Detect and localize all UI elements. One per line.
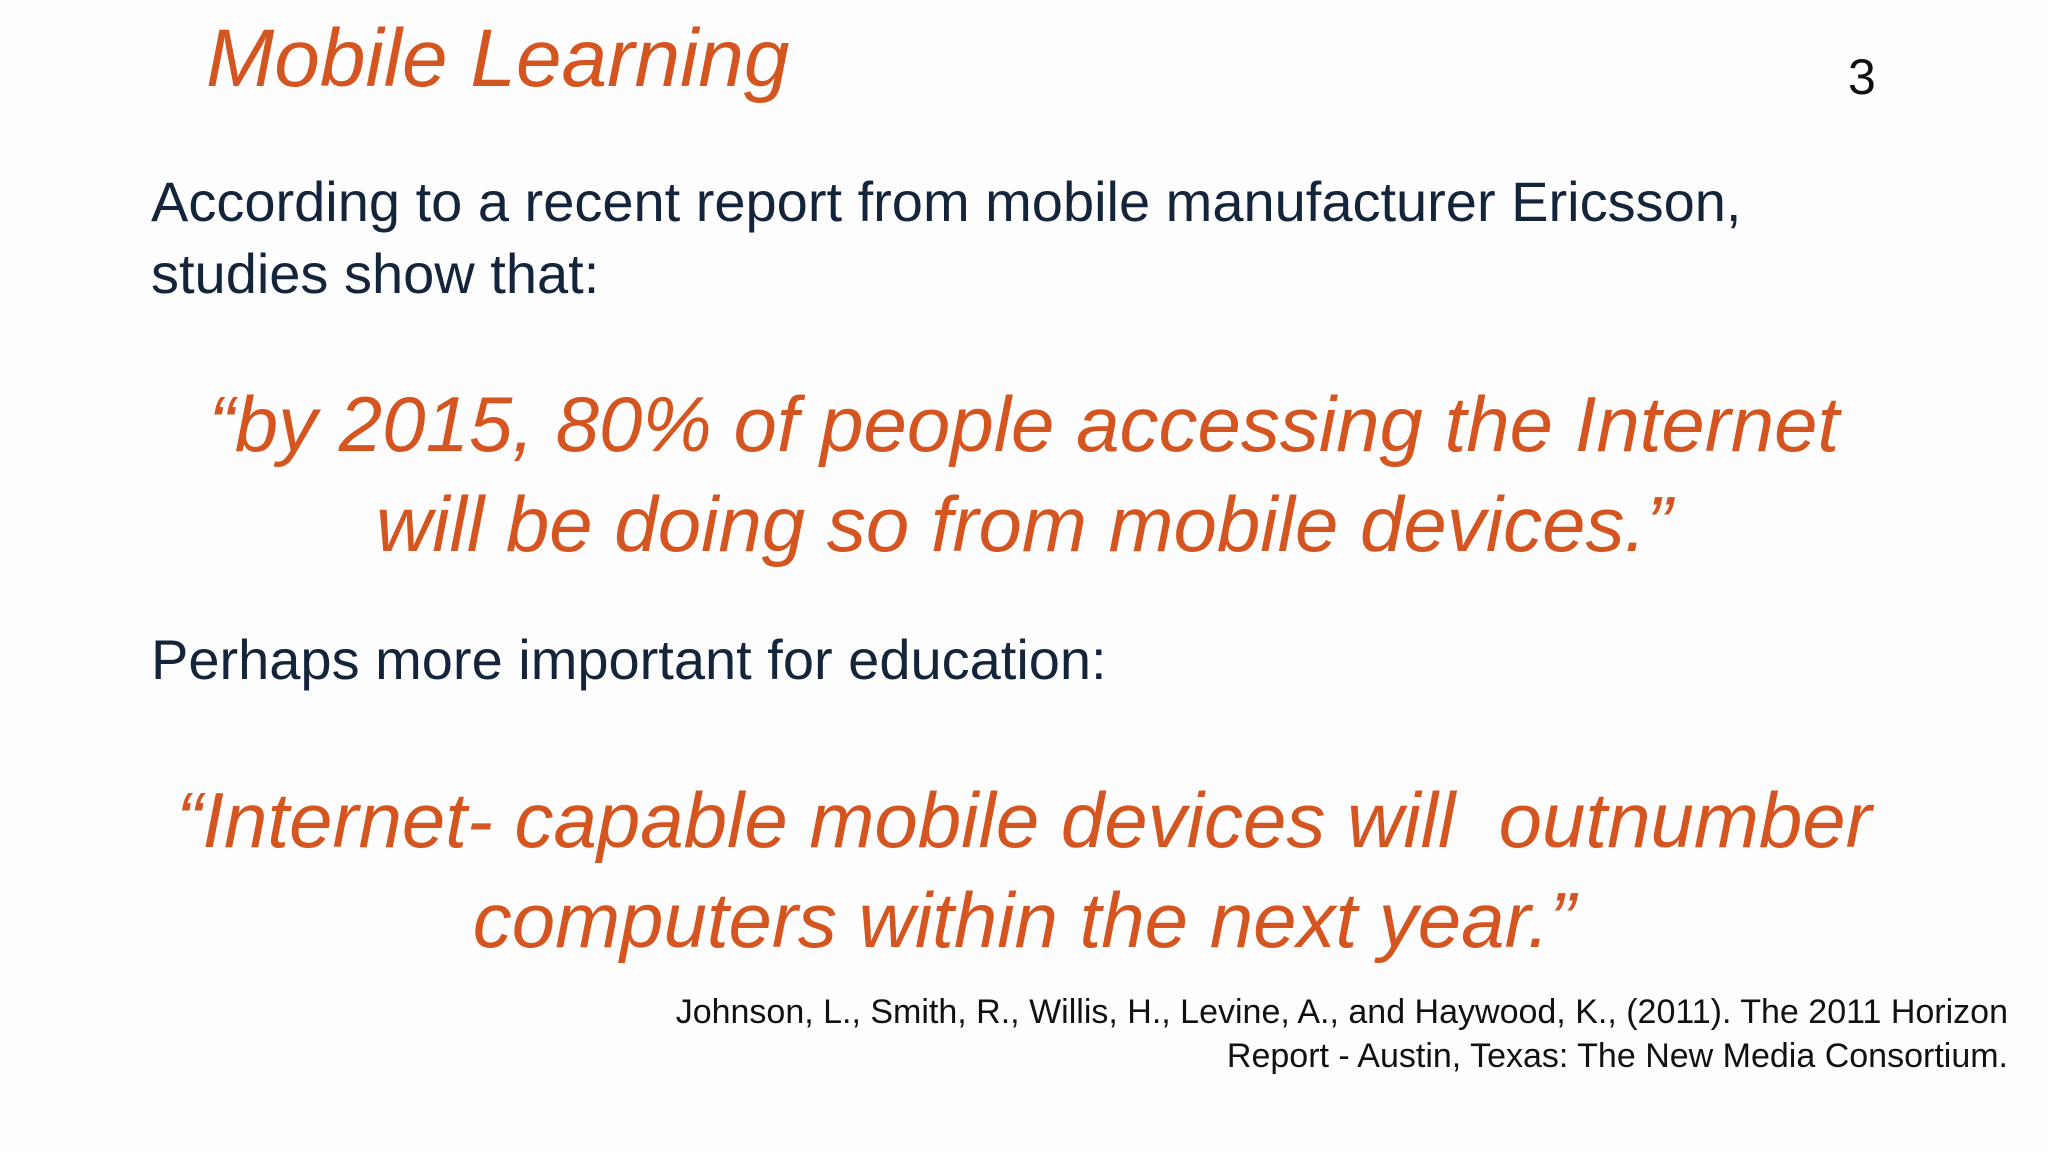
intro-line-2: studies show that: <box>151 242 600 305</box>
quote-1-line-1: “by 2015, 80% of people accessing the In… <box>208 380 1840 468</box>
quote-2-line-2: computers within the next year.” <box>472 876 1576 964</box>
quote-1-line-2: will be doing so from mobile devices.” <box>375 480 1673 568</box>
citation-line-2: Report - Austin, Texas: The New Media Co… <box>1226 1037 2008 1075</box>
intro-paragraph: According to a recent report from mobile… <box>151 166 1741 310</box>
citation-line-1: Johnson, L., Smith, R., Willis, H., Levi… <box>675 993 2008 1031</box>
education-paragraph: Perhaps more important for education: <box>151 628 1107 691</box>
quote-outnumber-computers: “Internet- capable mobile devices will o… <box>0 770 2048 970</box>
quote-mobile-internet: “by 2015, 80% of people accessing the In… <box>0 374 2048 574</box>
intro-line-1: According to a recent report from mobile… <box>151 170 1742 233</box>
citation: Johnson, L., Smith, R., Willis, H., Levi… <box>676 990 2008 1078</box>
quote-2-line-1: “Internet- capable mobile devices will o… <box>176 776 1872 864</box>
page-number: 3 <box>1848 49 1876 105</box>
slide-title: Mobile Learning <box>206 13 790 104</box>
